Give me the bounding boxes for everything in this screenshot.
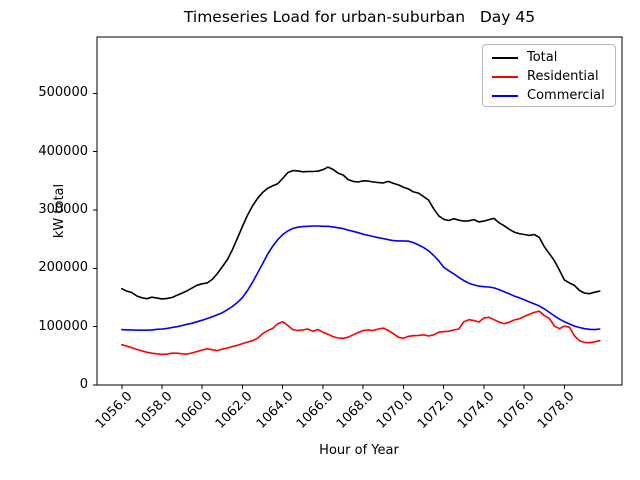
series-line-total: [121, 166, 601, 300]
legend-label-residential: Residential: [527, 69, 599, 84]
series-line-commercial: [121, 225, 601, 332]
legend-item-commercial: Commercial: [483, 86, 615, 105]
axes-frame: [96, 36, 623, 386]
legend-item-residential: Residential: [483, 67, 615, 86]
y-tick-label: 100000: [38, 318, 88, 334]
y-tick-label: 0: [79, 377, 88, 392]
legend-item-total: Total: [483, 48, 615, 67]
legend-label-commercial: Commercial: [527, 88, 605, 103]
chart-title: Timeseries Load for urban-suburban Day 4…: [183, 8, 536, 26]
y-tick-label: 500000: [38, 85, 88, 101]
y-tick-label: 400000: [38, 143, 88, 159]
y-tick-label: 300000: [38, 201, 88, 217]
legend-swatch-total: [492, 56, 518, 59]
legend: Total Residential Commercial: [482, 44, 616, 107]
series-line-residential: [121, 310, 601, 356]
y-tick-label: 200000: [38, 260, 88, 276]
legend-swatch-commercial: [492, 94, 518, 97]
legend-swatch-residential: [492, 75, 518, 78]
legend-label-total: Total: [527, 50, 558, 65]
x-axis-label: Hour of Year: [319, 443, 399, 458]
